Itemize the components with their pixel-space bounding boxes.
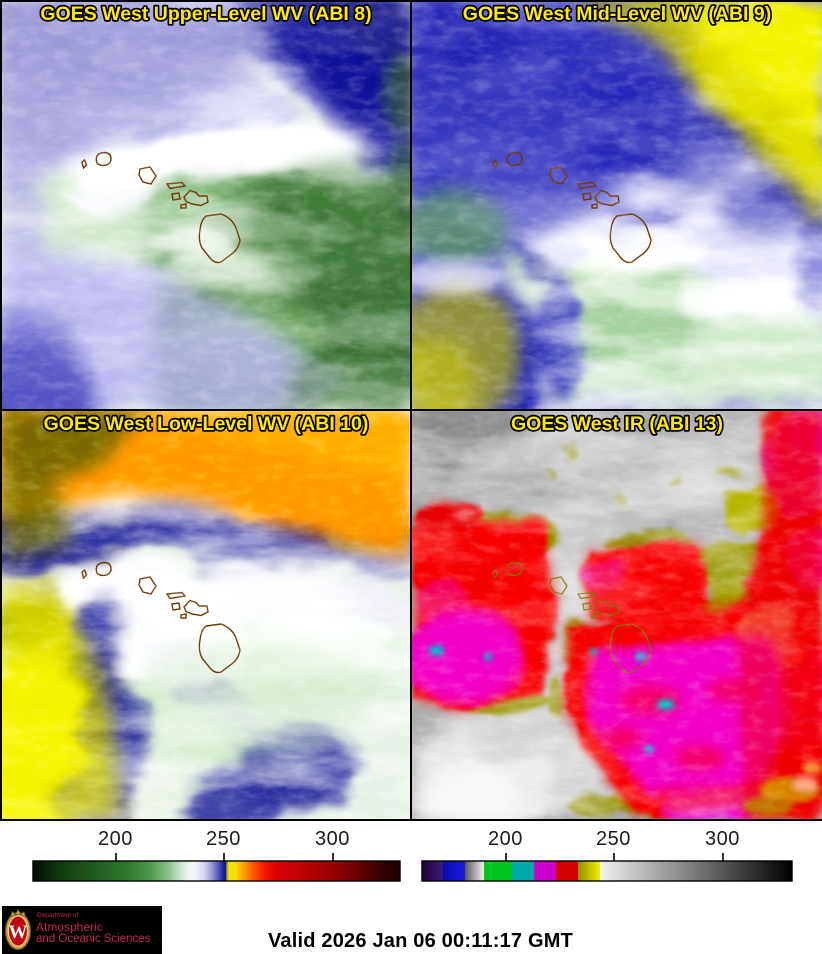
svg-text:GOES West Mid-Level WV (ABI 9): GOES West Mid-Level WV (ABI 9) (463, 3, 771, 25)
svg-text:GOES West IR (ABI 13): GOES West IR (ABI 13) (511, 413, 723, 435)
svg-text:GOES West Low-Level WV (ABI 10: GOES West Low-Level WV (ABI 10) (44, 413, 369, 435)
svg-text:GOES West Upper-Level WV (ABI: GOES West Upper-Level WV (ABI 8) (40, 3, 371, 25)
svg-text:W: W (9, 922, 28, 943)
